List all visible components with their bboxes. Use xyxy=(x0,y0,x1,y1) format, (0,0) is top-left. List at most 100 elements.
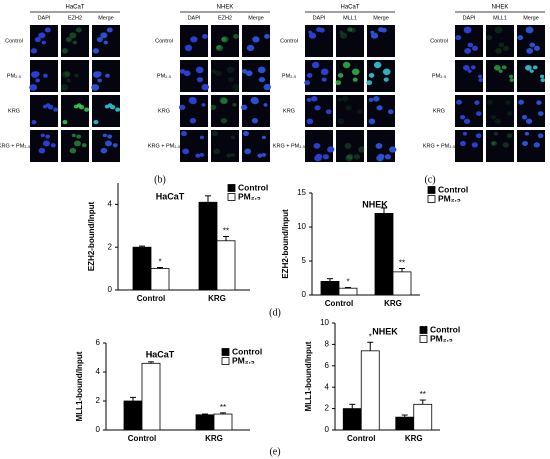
row-label: KRG + PM₂.₅ xyxy=(0,143,30,149)
nucleus xyxy=(342,96,349,102)
legend-label: Control xyxy=(430,324,460,334)
nucleus xyxy=(95,71,102,77)
nucleus xyxy=(508,74,514,79)
nucleus xyxy=(306,118,314,125)
bar xyxy=(195,414,215,431)
nucleus xyxy=(195,66,204,74)
nucleus xyxy=(337,118,345,125)
nucleus xyxy=(370,30,375,34)
significance: ** xyxy=(420,390,426,399)
nucleus xyxy=(50,143,56,148)
bar xyxy=(132,246,152,291)
y-tick-label: 2 xyxy=(96,396,101,405)
nucleus xyxy=(337,97,343,102)
x-tick-label: KRG xyxy=(384,299,402,308)
chart-title: HaCaT xyxy=(156,191,185,201)
nucleus xyxy=(38,32,46,39)
nucleus xyxy=(84,107,90,112)
nucleus xyxy=(232,83,240,91)
row-label: PM₂.₅ xyxy=(7,73,21,79)
nucleus xyxy=(347,27,353,32)
nucleus xyxy=(107,134,113,139)
y-axis-label: EZH2-bound/Input xyxy=(281,209,290,279)
column-label: MLL1 xyxy=(493,15,507,21)
nucleus xyxy=(381,27,387,33)
nucleus xyxy=(498,42,505,48)
nucleus xyxy=(524,131,530,136)
nucleus xyxy=(376,154,384,162)
nucleus xyxy=(306,73,313,78)
nucleus xyxy=(31,119,37,125)
nucleus xyxy=(308,30,313,34)
nucleus xyxy=(103,40,109,45)
significance: ** xyxy=(223,227,229,236)
nucleus xyxy=(375,143,383,149)
panel-title: NHEK xyxy=(217,5,234,11)
nucleus xyxy=(534,45,541,51)
x-tick-label: KRG xyxy=(405,434,423,443)
nucleus xyxy=(245,70,253,77)
y-tick-label: 5 xyxy=(302,256,307,265)
error-bar xyxy=(349,403,356,409)
nucleus xyxy=(352,77,358,82)
nucleus xyxy=(346,153,354,160)
y-tick-label: 4 xyxy=(108,200,113,209)
nucleus xyxy=(509,78,515,83)
y-tick-label: 8 xyxy=(325,340,330,349)
micrograph xyxy=(61,25,89,57)
nucleus xyxy=(92,48,100,54)
nucleus xyxy=(202,34,208,39)
nucleus xyxy=(475,133,482,139)
nucleus xyxy=(81,143,87,148)
nucleus xyxy=(201,83,209,91)
micrograph xyxy=(211,25,239,57)
nucleus xyxy=(42,140,50,147)
nucleus xyxy=(244,148,252,155)
column-label: Merge xyxy=(248,15,264,21)
nucleus xyxy=(494,118,502,124)
nucleus xyxy=(491,141,496,145)
nucleus xyxy=(251,117,259,124)
nucleus xyxy=(246,44,255,52)
nucleus xyxy=(242,130,250,137)
legend-swatch xyxy=(419,326,428,334)
error-bar xyxy=(157,267,163,269)
nucleus xyxy=(216,45,221,50)
nucleus xyxy=(495,48,503,54)
nucleus xyxy=(505,100,511,105)
column-label: Merge xyxy=(523,15,539,21)
nucleus xyxy=(257,153,263,158)
nucleus xyxy=(220,98,228,105)
nucleus xyxy=(467,42,474,48)
nucleus xyxy=(368,73,375,78)
nucleus xyxy=(493,131,499,136)
nucleus xyxy=(78,104,85,110)
panel-label: (e) xyxy=(269,446,280,457)
nucleus xyxy=(240,104,248,111)
nucleus xyxy=(373,61,382,69)
nucleus xyxy=(69,32,77,39)
bar xyxy=(198,201,218,291)
nucleus xyxy=(105,73,110,78)
nucleus xyxy=(521,115,528,120)
nucleus xyxy=(529,42,536,48)
column-label: DAPI xyxy=(313,15,326,21)
nucleus xyxy=(35,78,40,83)
nucleus xyxy=(319,27,325,33)
bar xyxy=(216,240,236,291)
nucleus xyxy=(337,73,344,78)
chart-title: HaCaT xyxy=(146,349,175,359)
nucleus xyxy=(53,107,59,112)
nucleus xyxy=(115,107,121,112)
y-tick-label: 15 xyxy=(297,188,306,197)
y-tick-label: 6 xyxy=(325,361,330,370)
nucleus xyxy=(211,130,219,137)
column-label: Merge xyxy=(373,15,389,21)
nucleus xyxy=(96,36,103,43)
nucleus xyxy=(325,109,332,115)
nucleus xyxy=(344,143,352,149)
nucleus xyxy=(195,153,201,158)
row-label: KRG xyxy=(283,108,295,114)
nucleus xyxy=(321,77,327,82)
nucleus xyxy=(263,103,268,107)
